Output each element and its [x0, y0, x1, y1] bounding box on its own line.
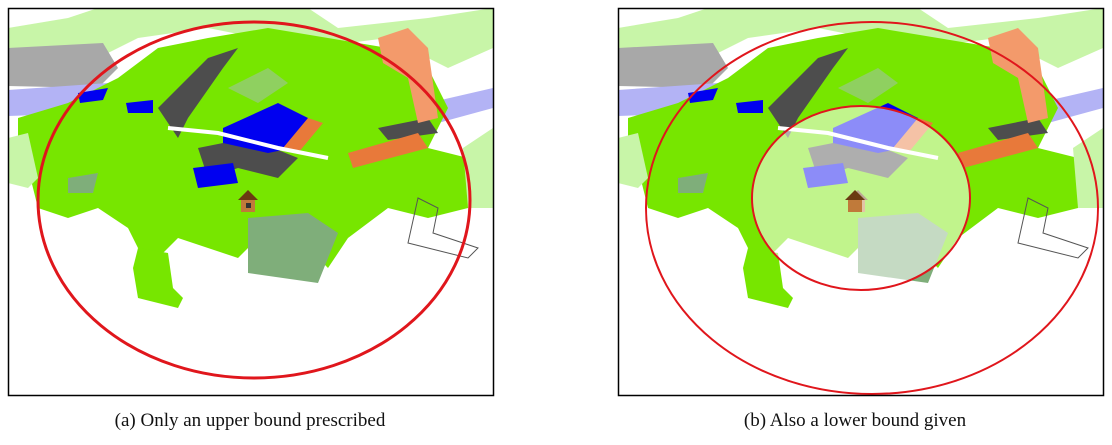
caption: (b) Also a lower bound given: [615, 410, 1095, 432]
figure: (a) Only an upper bound prescribed (b) A…: [0, 0, 1112, 445]
caption: (a) Only an upper bound prescribed: [10, 410, 490, 432]
map-panels: [0, 0, 1112, 405]
panel-a: [8, 8, 494, 396]
panel-b: [618, 8, 1104, 396]
